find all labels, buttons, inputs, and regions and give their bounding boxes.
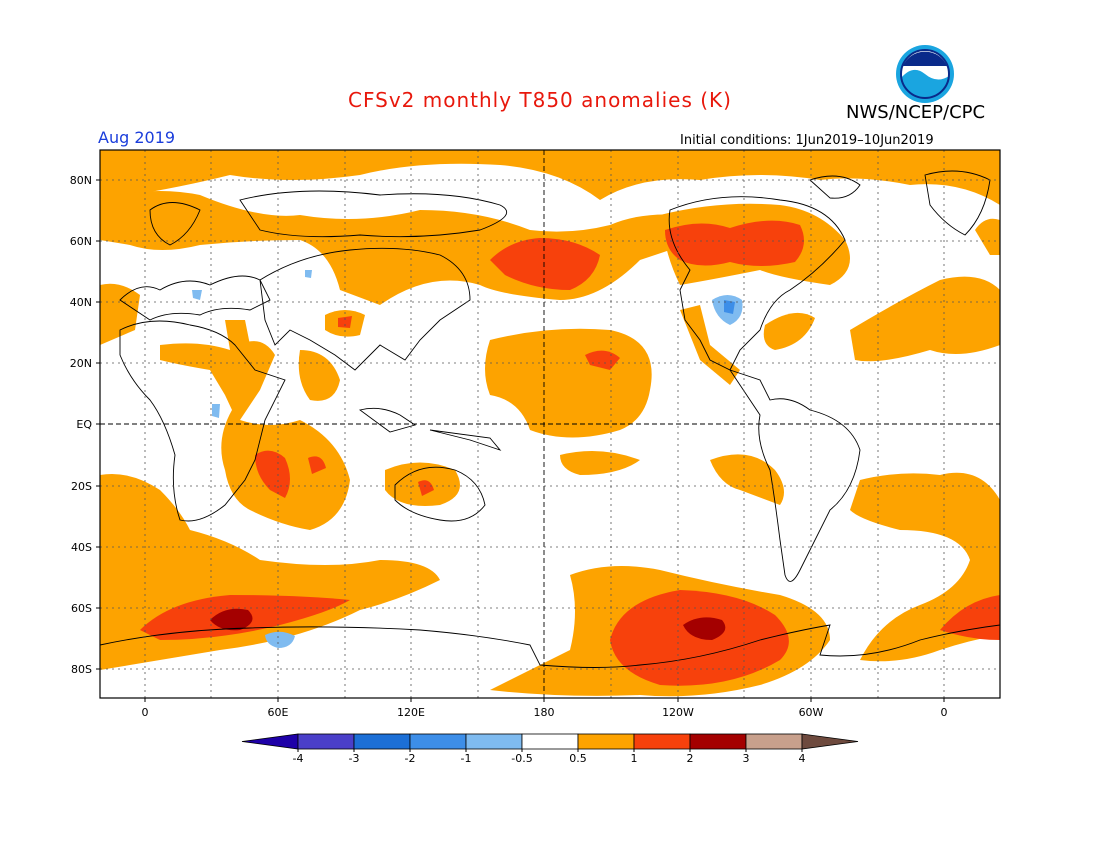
colorbar-label: 3 [743,752,750,765]
colorbar [241,733,859,750]
lat-label: 40S [71,541,92,554]
colorbar-label: 1 [631,752,638,765]
anomaly-fields [100,150,1000,697]
colorbar-swatch [689,733,747,750]
lon-label: 60E [268,706,289,719]
colorbar-swatch [409,733,467,750]
colorbar-swatch [577,733,635,750]
colorbar-label: 4 [799,752,806,765]
map-title: CFSv2 monthly T850 anomalies (K) [348,88,732,112]
lon-label: 180 [534,706,555,719]
colorbar-swatch [633,733,691,750]
reference-lines [100,150,1000,698]
colorbar-swatch [465,733,523,750]
initial-conditions-label: Initial conditions: 1Jun2019–10Jun2019 [680,133,934,148]
colorbar-swatch [353,733,411,750]
valid-month-label: Aug 2019 [98,128,176,147]
colorbar-labels: -4 -3 -2 -1 -0.5 0.5 1 2 3 4 [293,749,806,765]
lat-label: 20N [70,357,92,370]
colorbar-swatch [521,733,579,750]
colorbar-label: -4 [293,752,304,765]
colorbar-label: -2 [405,752,416,765]
agency-label: NWS/NCEP/CPC [846,102,986,123]
coastlines [99,170,1001,668]
colorbar-label: -0.5 [511,752,532,765]
lon-label: 120E [397,706,425,719]
gridlines [100,150,1000,698]
lon-label: 0 [142,706,149,719]
colorbar-arrow-low [241,733,299,750]
colorbar-swatch [297,733,355,750]
colorbar-label: -3 [349,752,360,765]
lat-label: EQ [76,418,92,431]
lon-label: 60W [799,706,824,719]
colorbar-label: 0.5 [569,752,587,765]
noaa-logo-icon [896,45,954,103]
colorbar-arrow-high [801,733,859,750]
colorbar-swatch [745,733,803,750]
colorbar-label: 2 [687,752,694,765]
lat-label: 60S [71,602,92,615]
lat-label: 80S [71,663,92,676]
lon-label: 120W [662,706,694,719]
lat-label: 20S [71,480,92,493]
colorbar-label: -1 [461,752,472,765]
lat-label: 80N [70,174,92,187]
lat-label: 40N [70,296,92,309]
lon-label: 0 [941,706,948,719]
lat-label: 60N [70,235,92,248]
